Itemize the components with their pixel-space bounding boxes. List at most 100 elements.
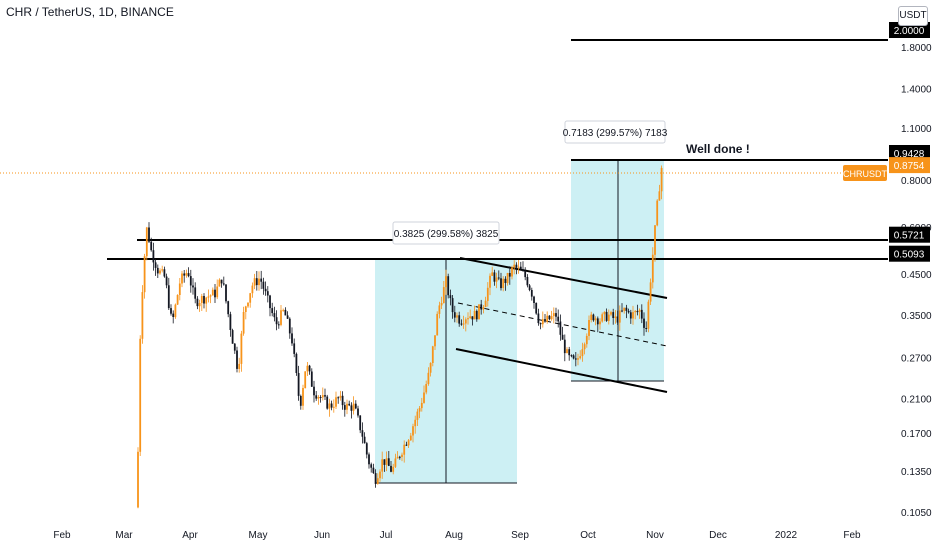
candle-body [612,312,615,318]
candle-body [341,395,344,406]
candle-body [390,465,392,472]
candle-body [506,273,509,284]
candle-body [280,310,282,325]
candle-body [244,306,247,312]
candle-body [625,307,628,311]
candle-body [273,313,276,318]
candle-body [161,269,164,271]
y-tick-label: 1.4000 [901,84,932,95]
candle-body [614,316,617,319]
candle-body [632,312,634,319]
y-axis[interactable]: 1.80001.40001.10000.80000.60000.45000.35… [901,43,932,519]
candle-body [145,227,148,257]
candle-body [163,269,166,277]
candle-body [541,319,544,325]
candle-body [302,388,304,406]
candle-body [374,473,377,484]
x-axis[interactable]: Feb Mar Apr May Jun Jul Aug Sep Oct Nov Dec 2022 Feb [53,530,861,541]
candle-body [462,323,465,325]
candle-body [605,311,608,321]
candle-body [225,284,227,302]
candle-body [495,277,498,282]
candle-body [222,283,225,285]
candle-body [535,302,538,314]
x-tick-label: Dec [709,530,727,541]
x-tick-label: Nov [646,530,664,541]
candle-body [513,264,516,268]
candle-body [319,397,322,398]
currency-badge[interactable]: USDT [898,6,928,26]
candle-body [539,323,542,325]
x-tick-label: Jul [380,530,393,541]
symbol-title: CHR / TetherUS, 1D, BINANCE [6,5,174,19]
candle-body [574,358,577,360]
candle-body [640,309,643,319]
candle-body [185,273,188,276]
measure-label-2: 0.7183 (299.57%) 7183 [563,120,668,144]
candle-body [451,298,454,313]
candle-body [511,267,513,277]
candle-body [354,403,357,409]
candle-body [381,459,384,472]
candle-body [304,371,307,389]
candle-body [579,356,582,359]
candle-body [299,396,302,406]
candle-body [660,167,663,192]
candle-body [486,287,489,301]
candle-body [324,395,326,397]
candle-body [414,419,417,427]
candle-body [321,395,324,398]
candle-body [247,302,249,307]
candle-body [159,270,161,274]
candle-body [352,403,355,411]
well-done-annotation[interactable]: Well done ! [686,142,750,156]
measure-box-1[interactable] [375,259,517,484]
candle-body [493,272,496,282]
candle-body [572,355,575,359]
candle-body [515,264,518,268]
candle-body [407,440,410,446]
candle-body [442,287,445,303]
descending-channel[interactable] [455,257,668,393]
candle-body [557,316,560,322]
candle-body [491,272,494,276]
candle-body [577,358,579,360]
candle-body [489,275,491,288]
x-tick-label: Aug [445,530,463,541]
candle-body [368,454,370,465]
y-tick-label: 0.2100 [901,395,932,406]
candle-body [528,285,531,290]
candle-body [401,454,403,457]
candle-body [425,384,428,393]
candle-body [638,309,641,312]
candle-body [200,296,203,303]
candle-body [165,276,168,286]
candle-body [570,355,573,357]
x-tick-label: Apr [182,530,198,541]
candle-body [236,350,238,369]
candle-body [198,303,201,307]
x-tick-label: Sep [511,530,529,541]
candle-body [517,266,520,268]
candle-body [317,397,320,399]
candle-body [607,314,610,321]
candle-body [271,308,274,314]
x-tick-label: May [249,530,268,541]
candle-body [590,314,593,320]
candle-body [387,458,390,466]
candle-body [326,396,329,409]
candle-body [269,295,271,309]
price-label: 0.5721 [889,226,930,243]
candle-body [497,277,500,279]
candle-body [148,227,150,242]
candle-body [170,308,172,314]
candle-body [429,363,432,373]
candle-body [471,316,474,320]
candle-body [181,273,183,284]
current-price-tag: CHRUSDT [843,165,888,181]
y-tick-label: 0.8000 [901,176,932,187]
candle-body [550,316,553,320]
y-tick-label: 1.1000 [901,124,932,135]
